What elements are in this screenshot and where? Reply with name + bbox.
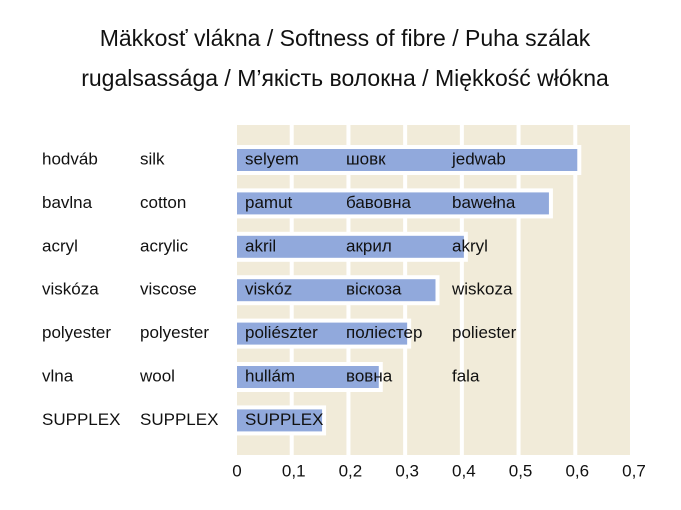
x-tick-label: 0,5	[509, 461, 533, 480]
bar	[237, 149, 578, 171]
category-label: cotton	[140, 193, 186, 212]
category-label: hullám	[245, 366, 295, 385]
category-label: acryl	[42, 236, 78, 255]
bar	[237, 279, 436, 302]
bar	[237, 235, 464, 258]
x-tick-label: 0,7	[622, 461, 646, 480]
category-label: acrylic	[140, 236, 189, 255]
category-label: wiskoza	[451, 280, 513, 299]
category-label: bavlna	[42, 193, 93, 212]
x-tick-label: 0,3	[395, 461, 419, 480]
background-column	[520, 125, 574, 455]
category-label: fala	[452, 366, 480, 385]
bar	[237, 192, 549, 215]
category-label: selyem	[245, 149, 299, 168]
x-tick-label: 0,4	[452, 461, 476, 480]
category-label: polyester	[140, 323, 209, 342]
background-column	[463, 125, 517, 455]
category-label: akril	[245, 236, 276, 255]
category-label: акрил	[346, 236, 392, 255]
chart-title: rugalsassága / M’якість волокна / Miękko…	[81, 65, 609, 91]
category-label: бавовна	[346, 193, 412, 212]
category-label: bawełna	[452, 193, 516, 212]
category-label: SUPPLEX	[140, 410, 218, 429]
x-tick-label: 0	[232, 461, 241, 480]
category-label: віскоза	[346, 280, 402, 299]
background-column	[577, 125, 630, 455]
category-label: akryl	[452, 236, 488, 255]
category-label: poliester	[452, 323, 517, 342]
category-label: viskóz	[245, 280, 292, 299]
x-tick-label: 0,2	[339, 461, 363, 480]
category-label: vlna	[42, 366, 74, 385]
x-tick-label: 0,6	[565, 461, 589, 480]
category-label: SUPPLEX	[245, 410, 323, 429]
category-label: viskóza	[42, 280, 99, 299]
category-label: viscose	[140, 280, 197, 299]
category-label: вовна	[346, 366, 393, 385]
chart-title: Mäkkosť vlákna / Softness of fibre / Puh…	[100, 25, 591, 51]
category-label: поліестер	[346, 323, 422, 342]
category-label: шовк	[346, 149, 386, 168]
category-label: pamut	[245, 193, 293, 212]
category-label: wool	[139, 366, 175, 385]
category-label: hodváb	[42, 149, 98, 168]
x-tick-label: 0,1	[282, 461, 306, 480]
category-label: silk	[140, 149, 165, 168]
category-label: SUPPLEX	[42, 410, 120, 429]
bar	[237, 409, 323, 432]
category-label: poliészter	[245, 323, 318, 342]
category-label: jedwab	[451, 149, 506, 168]
bar	[237, 322, 408, 345]
category-label: polyester	[42, 323, 111, 342]
bar	[237, 366, 379, 388]
